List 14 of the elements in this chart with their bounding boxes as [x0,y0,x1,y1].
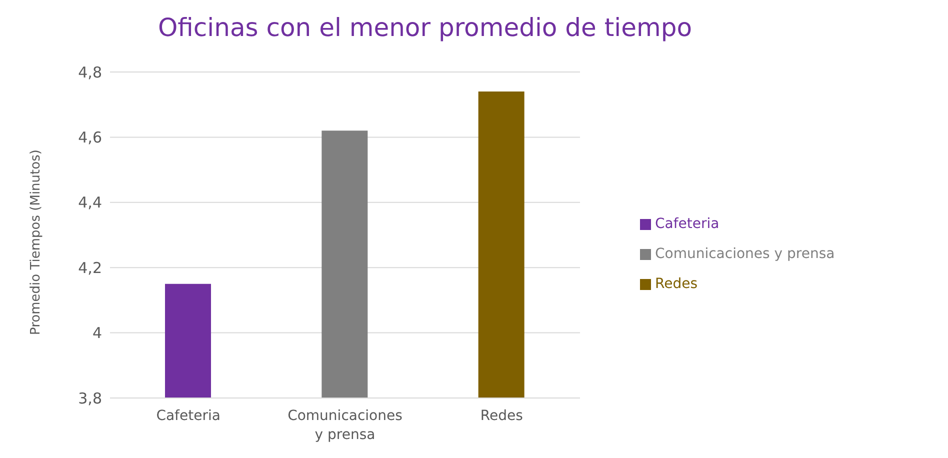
legend-label: Redes [655,276,698,292]
y-tick-label: 4,8 [78,63,102,82]
y-axis-title: Promedio Tiempos (Minutos) [28,150,44,335]
y-tick-label: 4,2 [78,258,102,277]
x-tick-label: Cafeteria [156,408,220,424]
x-tick-label: Redes [480,408,523,424]
y-tick-label: 3,8 [78,389,102,408]
y-tick-label: 4,6 [78,128,102,147]
y-tick-label: 4,4 [78,194,102,212]
chart-title: Oficinas con el menor promedio de tiempo [157,12,693,44]
y-tick-label: 4 [92,324,102,342]
legend-label: Comunicaciones y prensa [655,246,835,262]
legend-label: Cafeteria [655,216,720,232]
x-tick-label: Comunicaciones y prensa [288,408,402,443]
